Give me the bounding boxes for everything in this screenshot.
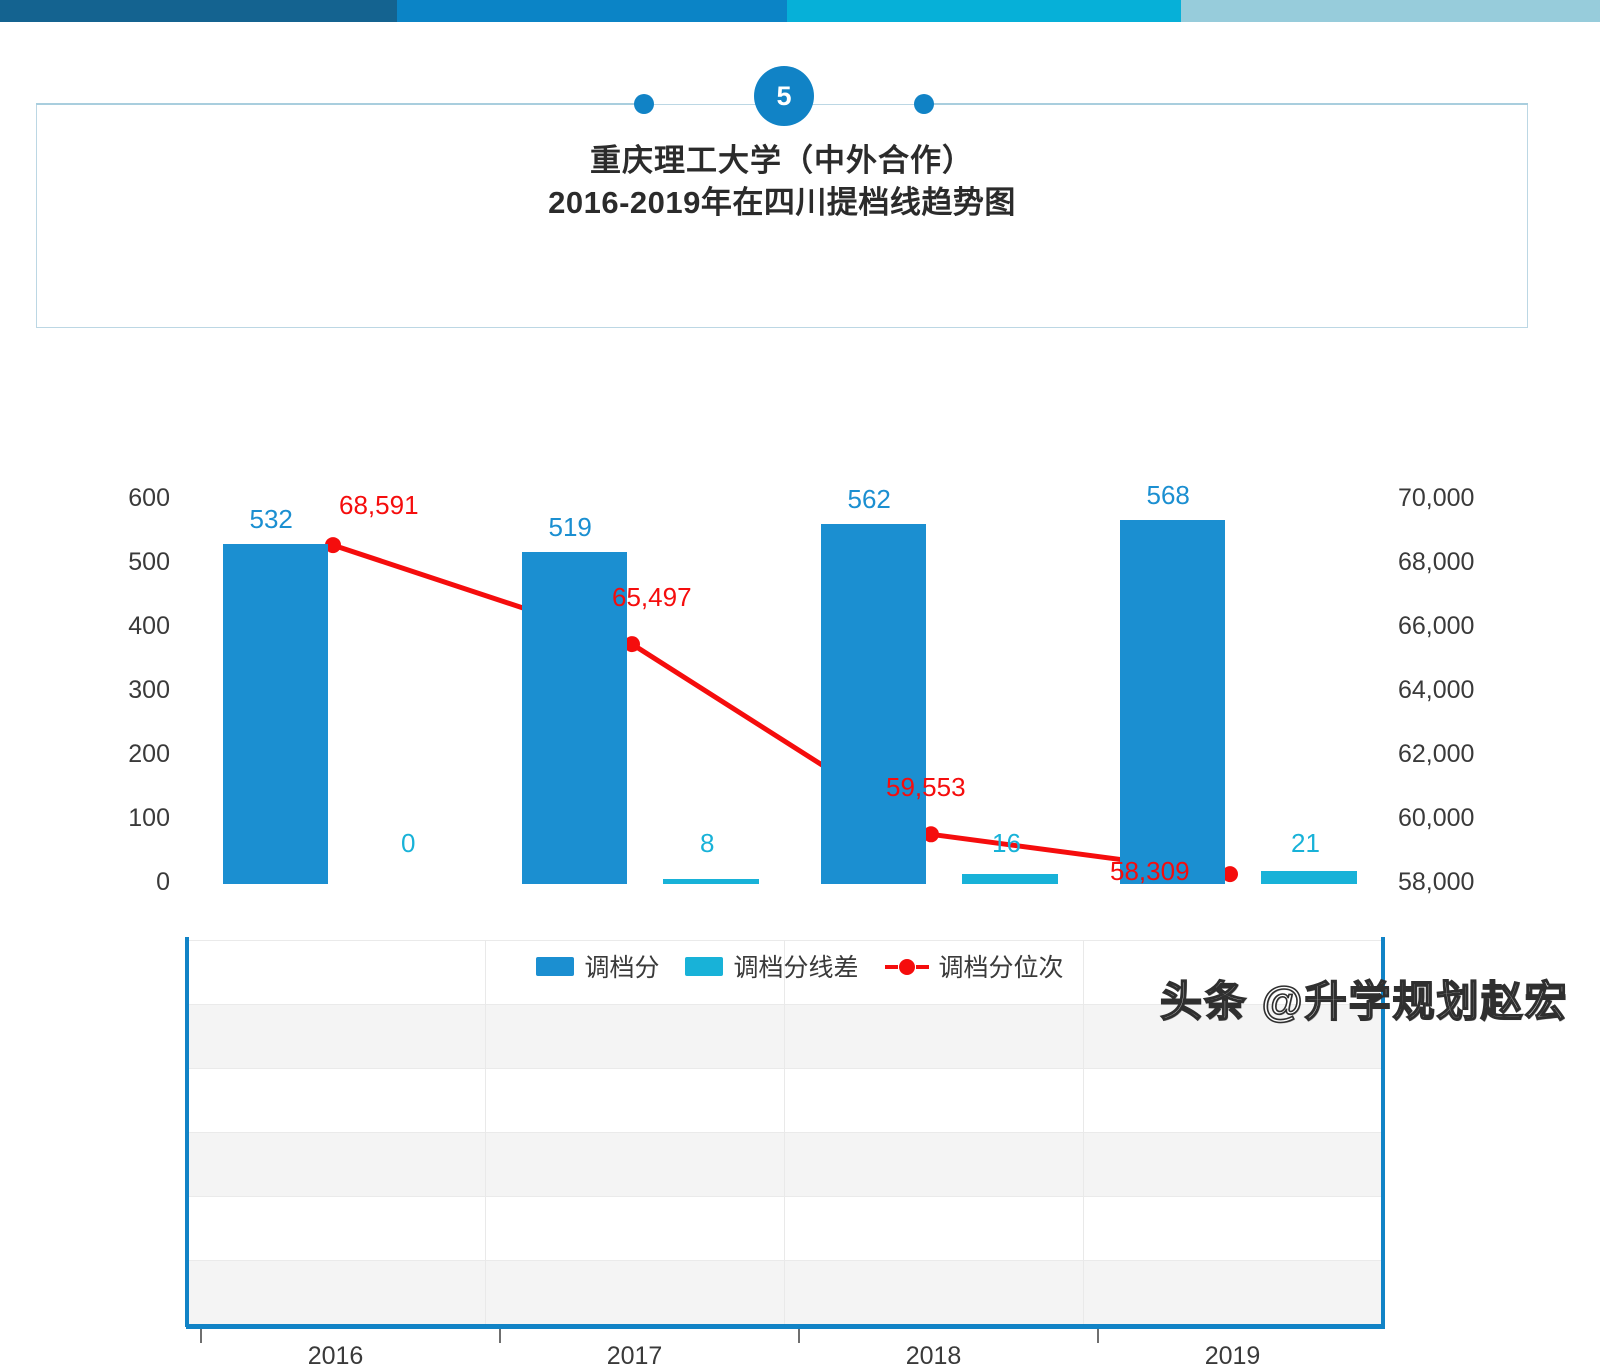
bar-main [223,543,328,884]
legend-swatch-icon [536,956,575,976]
banner-dot-left-icon [634,94,654,114]
banner-rule-left [36,103,636,105]
bar-main [522,551,627,884]
left-axis-tick-label: 500 [128,548,170,576]
bar-secondary-value-label: 16 [992,828,1021,858]
x-axis-tick-mark [798,1329,800,1343]
page-title-line-1: 重庆理工大学（中外合作） [590,143,974,178]
rank-line-value-label: 65,497 [612,582,692,613]
title-banner [36,104,1528,328]
left-axis-tick-label: 100 [128,804,170,832]
bar-main-value-label: 519 [548,511,592,542]
right-axis-tick-label: 70,000 [1398,484,1475,512]
right-axis-tick-label: 58,000 [1398,868,1475,896]
topbar-segment-1 [0,0,397,22]
x-axis-tick-label: 2019 [1204,1342,1261,1370]
legend-item-label: 调档分位次 [938,954,1064,982]
step-number-badge: 5 [754,66,814,126]
left-axis-tick-label: 300 [128,676,170,704]
chart-gridline-vertical [485,940,486,1324]
right-axis-tick-label: 64,000 [1398,676,1475,704]
x-axis-tick-mark [1097,1329,1099,1343]
bar-secondary-value-label: 21 [1291,828,1320,858]
rank-line-value-label: 59,553 [886,772,966,803]
bar-main-value-label: 568 [1146,480,1190,511]
legend-swatch-icon [685,956,724,976]
topbar-segment-2 [396,0,788,22]
x-axis-tick-label: 2016 [307,1342,364,1370]
x-axis-line [186,1324,1385,1329]
x-axis-tick-mark [200,1329,202,1343]
bar-secondary-value-label: 0 [401,828,416,858]
bar-secondary-value-label: 8 [700,828,715,858]
x-axis-tick-label: 2018 [905,1342,962,1370]
chart-gridline-vertical [784,940,785,1324]
bar-secondary [1261,870,1357,884]
bar-secondary [663,878,759,884]
right-axis-tick-label: 60,000 [1398,804,1475,832]
x-axis-tick-mark [499,1329,501,1343]
left-axis-tick-label: 0 [156,868,170,896]
chart-gridline-vertical [1083,940,1084,1324]
top-color-bar [0,0,1600,22]
legend-item[interactable]: 调档分位次 [884,948,1064,984]
right-axis-tick-label: 66,000 [1398,612,1475,640]
x-axis-tick-label: 2017 [606,1342,663,1370]
rank-line-value-label: 58,309 [1110,856,1190,887]
right-axis-tick-label: 62,000 [1398,740,1475,768]
bar-main-value-label: 532 [249,503,293,534]
page-title: 重庆理工大学（中外合作） 2016-2019年在四川提档线趋势图 [36,140,1528,224]
left-axis-tick-label: 200 [128,740,170,768]
left-axis-tick-label: 400 [128,612,170,640]
legend-item-label: 调档分线差 [733,954,859,982]
bar-secondary [962,873,1058,884]
left-axis-line [185,937,189,1327]
step-number-label: 5 [776,80,792,111]
topbar-segment-4 [1180,0,1600,22]
banner-rule-right [930,103,1528,105]
bar-main [821,524,926,884]
page-title-line-2: 2016-2019年在四川提档线趋势图 [548,184,1016,220]
right-axis-tick-label: 68,000 [1398,548,1475,576]
legend-item[interactable]: 调档分线差 [685,948,859,984]
legend-line-dot-icon [884,957,929,976]
legend-item-label: 调档分 [584,954,660,982]
watermark: 头条 @升学规划赵宏 [1159,977,1569,1026]
rank-line-value-label: 68,591 [339,490,419,521]
chart-legend: 调档分 调档分线差 调档分位次 [0,948,1600,984]
bar-main [1120,520,1225,884]
bar-main-value-label: 562 [847,484,891,515]
trend-chart: 0 100 200 300 400 500 600 58,000 60,000 62,000 64,… [0,440,1600,1370]
banner-dot-right-icon [914,94,934,114]
left-axis-tick-label: 600 [128,484,170,512]
topbar-segment-3 [787,0,1181,22]
legend-item[interactable]: 调档分 [536,948,659,984]
rank-line-path [332,542,1231,877]
